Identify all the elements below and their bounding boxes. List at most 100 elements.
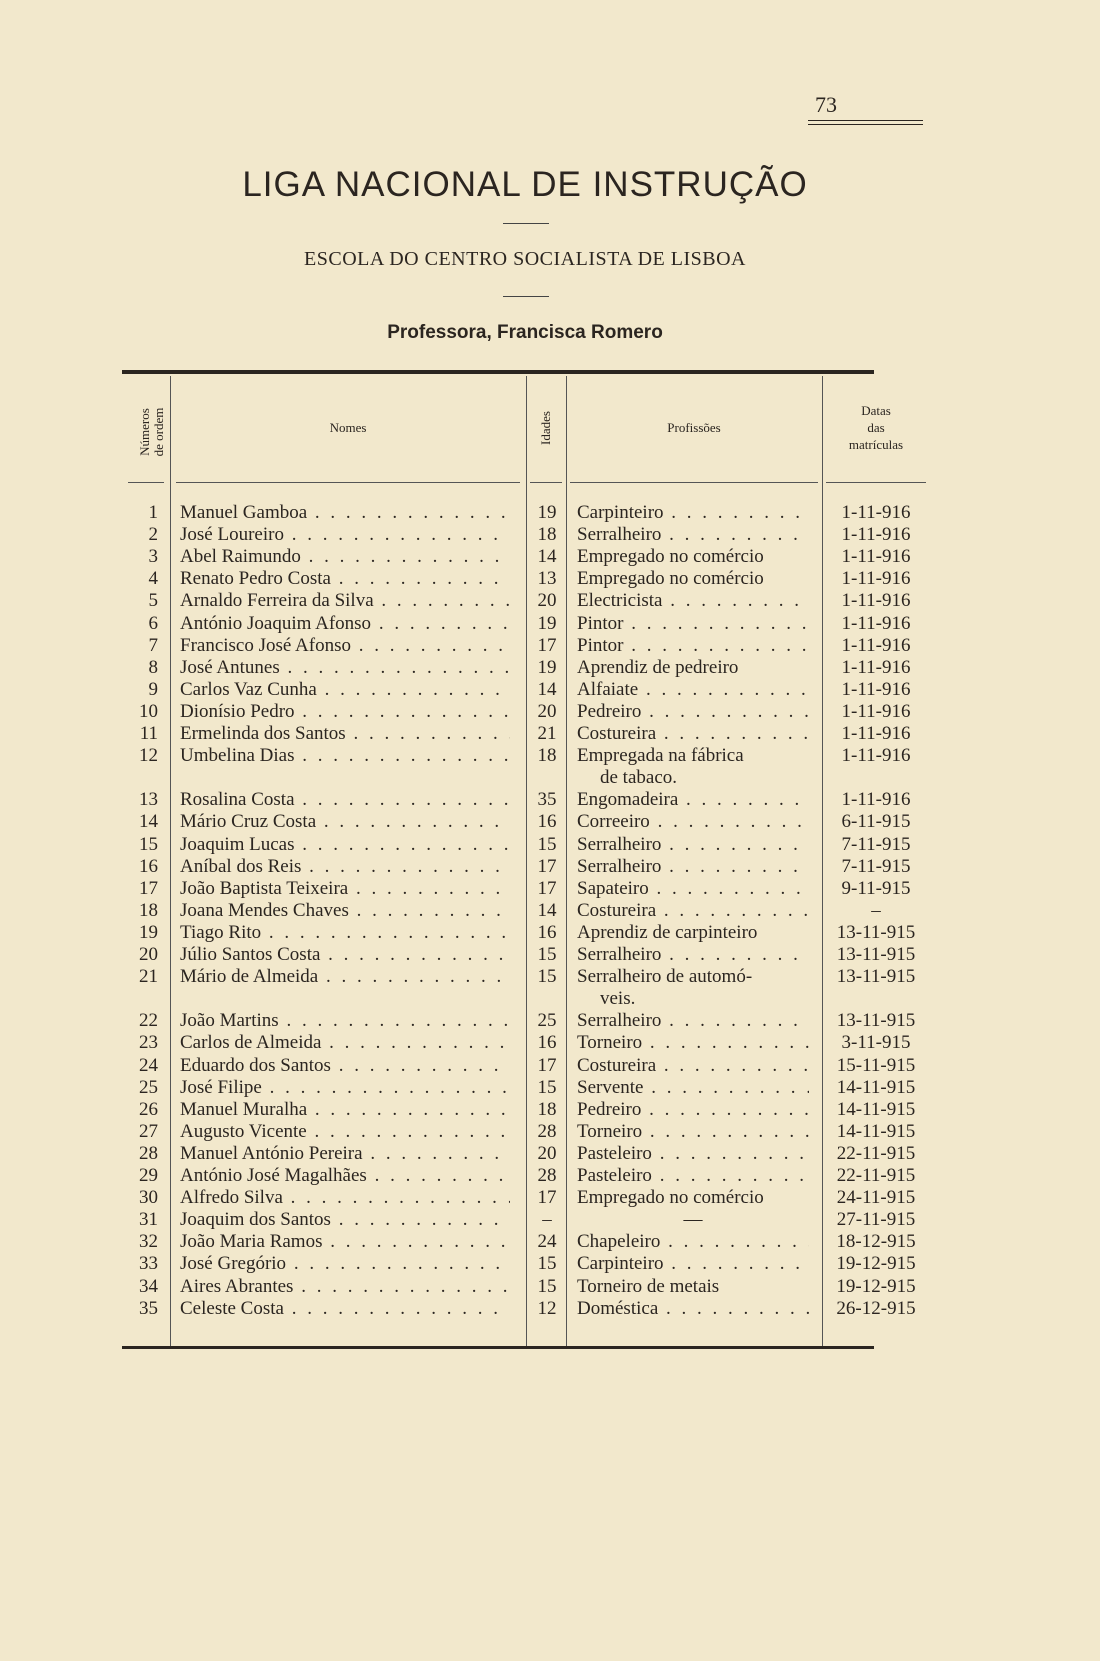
student-age: 15 [537,1275,557,1297]
student-profession: Pedreiro [577,1099,809,1120]
enrollment-date: 14-11-915 [836,1098,916,1120]
student-name: José Antunes [180,657,510,678]
table-row: 3 Abel Raimundo 14 Empregado no comércio 1-1… [0,546,1100,567]
student-age: 14 [537,678,557,700]
teacher-line: Professora, Francisca Romero [387,322,663,343]
student-profession-continuation: de tabaco. [600,767,678,789]
student-profession: Alfaiate [577,679,809,700]
student-name: João Maria Ramos [180,1231,510,1252]
student-age: 15 [537,833,557,855]
row-number: 9 [148,678,159,700]
student-name: Abel Raimundo [180,546,510,567]
student-age: 35 [537,789,557,811]
page-number: 73 [815,92,837,117]
enrollment-date: 14-11-915 [836,1120,916,1142]
table-row: 18 Joana Mendes Chaves 14 Costureira – [0,900,1100,921]
student-name: António Joaquim Afonso [180,613,510,634]
header-dates-line: Datas [861,403,891,418]
student-age: – [542,1209,552,1231]
enrollment-date: 9-11-915 [841,877,911,899]
student-name: Júlio Santos Costa [180,944,510,965]
student-age: 28 [537,1165,557,1186]
table-top-rule [122,370,874,374]
table-row: 27 Augusto Vicente 28 Torneiro 14-11-915 [0,1121,1100,1142]
table-row: 26 Manuel Muralha 18 Pedreiro 14-11-915 [0,1099,1100,1120]
table-bottom-rule [122,1346,874,1349]
student-age: 28 [537,1120,557,1142]
enrollment-date: 13-11-915 [836,1010,916,1032]
student-age: 17 [537,877,557,899]
student-name: Umbelina Dias [180,745,510,766]
table-row: 31 Joaquim dos Santos – — 27-11-915 [0,1209,1100,1230]
enrollment-date: 1-11-916 [841,723,911,744]
enrollment-date: 27-11-915 [836,1209,916,1231]
student-name: Francisco José Afonso [180,635,510,656]
row-number: 4 [148,568,159,590]
student-age: 24 [537,1231,557,1253]
row-number: 26 [139,1098,158,1120]
table-row: 12 Umbelina Dias 18 Empregada na fábrica 1-1… [0,745,1100,788]
student-profession: Serralheiro [577,944,809,965]
student-age: 14 [537,546,557,568]
student-profession-continuation: veis. [600,988,636,1010]
student-age: 19 [537,656,557,678]
student-age: 15 [537,1253,557,1275]
row-number: 22 [139,1010,158,1032]
enrollment-date: 3-11-915 [841,1032,911,1054]
student-profession: Aprendiz de carpinteiro [577,921,758,943]
header-rule [570,482,818,483]
enrollment-date: 22-11-915 [836,1165,916,1186]
row-number: 31 [139,1209,158,1231]
row-number: 20 [139,944,158,965]
document-subtitle: ESCOLA DO CENTRO SOCIALISTA DE LISBOA [304,248,746,270]
enrollment-date: 6-11-915 [841,811,911,833]
row-number: 23 [139,1032,158,1054]
table-row: 30 Alfredo Silva 17 Empregado no comércio 24… [0,1187,1100,1208]
header-numbers-line: de ordem [151,407,166,457]
row-number: 1 [148,502,159,523]
divider [503,223,549,224]
student-age: 18 [537,745,557,767]
table-row: 33 José Gregório 15 Carpinteiro 19-12-915 [0,1253,1100,1274]
student-age: 13 [537,568,557,590]
column-divider [822,376,823,1346]
student-profession: Torneiro de metais [577,1275,720,1297]
student-age: 15 [537,944,557,965]
student-profession: Sapateiro [577,878,809,899]
divider [503,296,549,297]
row-number: 6 [148,612,159,634]
student-name: João Baptista Teixeira [180,878,510,899]
page-number-rule [808,124,923,125]
enrollment-date: 15-11-915 [836,1054,916,1076]
student-age: 15 [537,1076,557,1098]
student-name: Dionísio Pedro [180,701,510,722]
row-number: 25 [139,1076,158,1098]
student-name: Celeste Costa [180,1298,510,1319]
student-name: José Gregório [180,1253,510,1274]
enrollment-date: 1-11-916 [841,678,911,700]
row-number: 17 [139,877,158,899]
enrollment-date: 1-11-916 [841,502,911,523]
student-profession: Pedreiro [577,701,809,722]
student-profession: Serralheiro de automó- [577,966,753,988]
student-profession: Chapeleiro [577,1231,809,1252]
student-name: Carlos Vaz Cunha [180,679,510,700]
header-numbers-line: Números [137,408,152,456]
student-profession: Pintor [577,635,809,656]
student-profession: Carpinteiro [577,502,809,523]
row-number: 10 [139,700,158,722]
student-age: 16 [537,811,557,833]
row-number: 12 [139,745,158,767]
table-row: 19 Tiago Rito 16 Aprendiz de carpinteiro 13-… [0,922,1100,943]
student-name: Tiago Rito [180,922,510,943]
student-profession: Torneiro [577,1032,809,1053]
student-profession: Pasteleiro [577,1143,809,1164]
column-divider [526,376,527,1346]
enrollment-date: 1-11-916 [841,612,911,634]
header-rule [176,482,520,483]
row-number: 33 [139,1253,158,1275]
student-name: Alfredo Silva [180,1187,510,1208]
table-row: 16 Aníbal dos Reis 17 Serralheiro 7-11-915 [0,856,1100,877]
student-profession: Carpinteiro [577,1253,809,1274]
student-age: 17 [537,1187,557,1209]
